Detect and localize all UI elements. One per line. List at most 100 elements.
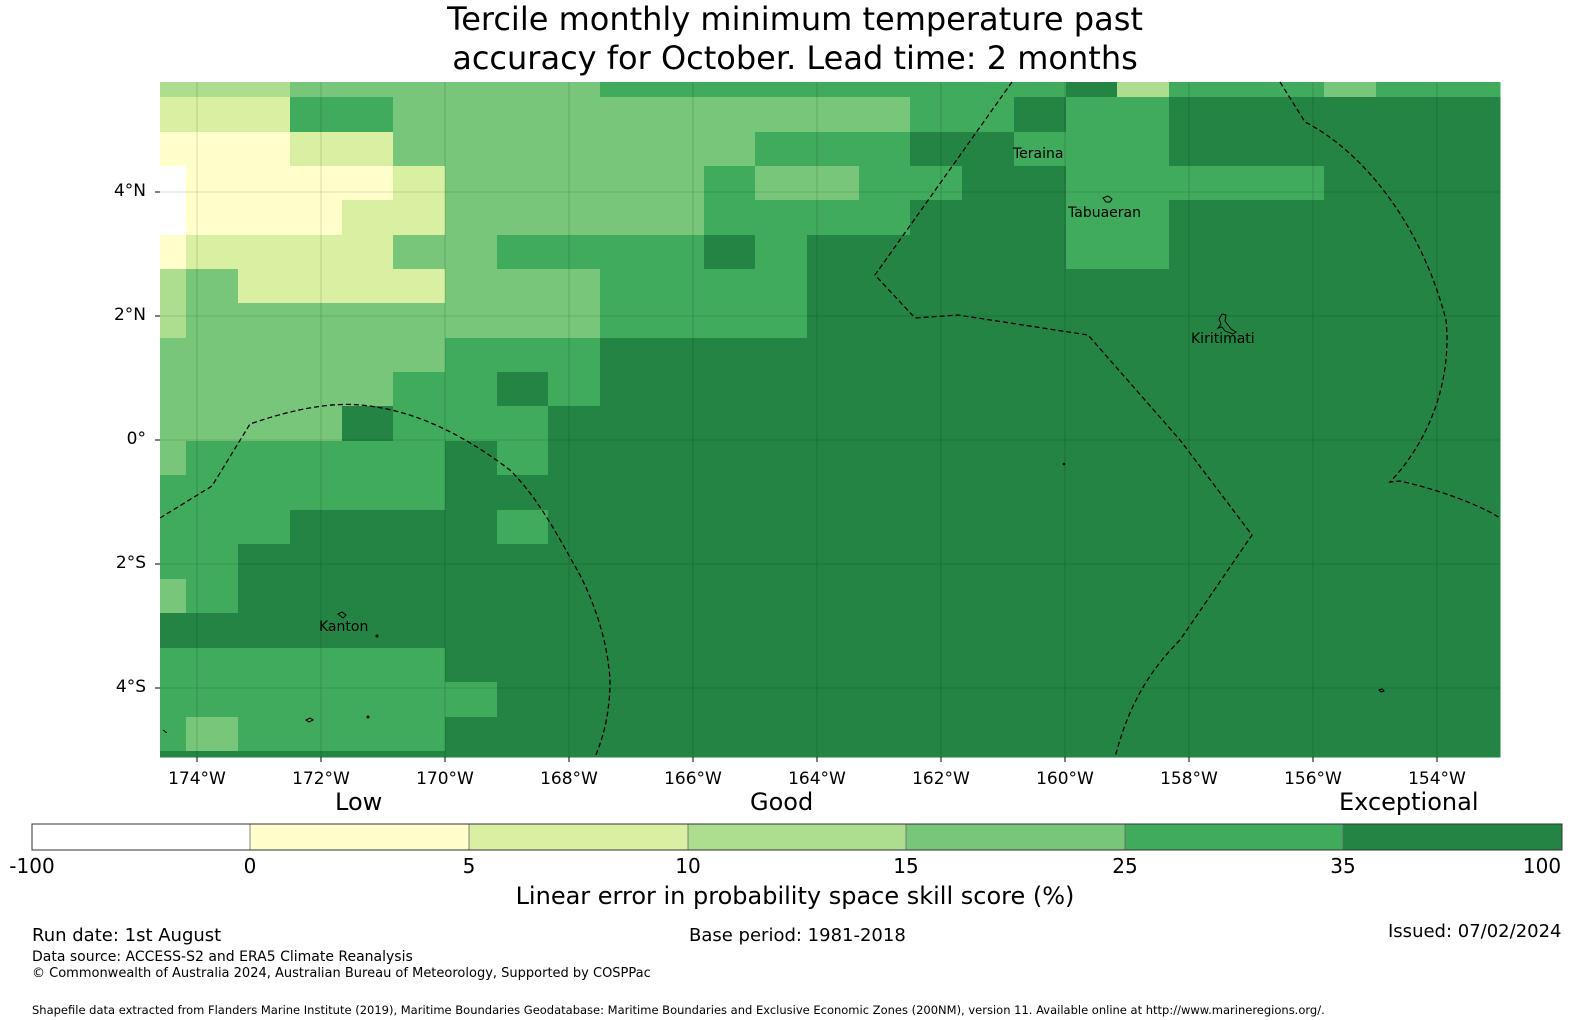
grid-cell	[600, 613, 653, 649]
grid-cell	[290, 613, 343, 649]
grid-cell	[859, 406, 911, 442]
grid-cell	[290, 82, 343, 98]
grid-cell	[652, 269, 705, 304]
island-outline-atoll	[1062, 462, 1066, 466]
grid-cell	[445, 544, 498, 580]
grid-cell	[807, 97, 860, 133]
grid-cell	[393, 544, 446, 580]
grid-cell	[807, 613, 860, 649]
grid-cell	[497, 303, 549, 339]
grid-cell	[548, 579, 601, 614]
grid-cell	[600, 303, 653, 339]
grid-cell	[1066, 372, 1118, 407]
grid-cell	[1014, 97, 1067, 133]
grid-cell	[1324, 544, 1377, 580]
grid-cell	[859, 544, 911, 580]
grid-cell	[755, 717, 808, 752]
grid-cell	[600, 166, 653, 201]
grid-cell	[807, 648, 860, 683]
grid-cell	[1428, 717, 1501, 752]
grid-cell	[1376, 475, 1429, 511]
grid-cell	[342, 269, 394, 304]
grid-cell	[1272, 132, 1325, 167]
lat-label-4s: 4°S	[115, 677, 146, 697]
grid-cell	[548, 269, 601, 304]
grid-cell	[962, 166, 1015, 201]
grid-cell	[1169, 372, 1222, 407]
grid-cell	[755, 475, 808, 511]
grid-cell	[704, 510, 756, 545]
grid-cell	[1066, 303, 1118, 339]
grid-cell	[1221, 441, 1273, 476]
grid-cell	[393, 751, 446, 758]
grid-cell	[910, 269, 963, 304]
island-outline-atoll	[162, 729, 168, 734]
grid-cell	[548, 200, 601, 236]
grid-cell	[160, 200, 187, 236]
grid-cell	[393, 235, 446, 270]
grid-cell	[1066, 717, 1118, 752]
grid-cell	[393, 132, 446, 167]
eez-boundary-line	[1279, 81, 1501, 519]
grid-cell	[910, 235, 963, 270]
grid-cell	[393, 166, 446, 201]
lon-label-164w: 164°W	[788, 769, 846, 789]
grid-cell	[290, 269, 343, 304]
grid-cell	[342, 338, 394, 373]
grid-cell	[1169, 200, 1222, 236]
title-line-1: Tercile monthly minimum temperature past	[447, 0, 1143, 38]
grid-cell	[1117, 338, 1170, 373]
grid-cell	[1272, 82, 1325, 98]
grid-cell	[704, 235, 756, 270]
grid-cell	[1169, 751, 1222, 758]
grid-cell	[1066, 406, 1118, 442]
grid-cell	[1066, 751, 1118, 758]
grid-cell	[910, 338, 963, 373]
grid-cell	[1428, 441, 1501, 476]
grid-cell	[1117, 717, 1170, 752]
grid-cell	[1014, 648, 1067, 683]
grid-cell	[497, 510, 549, 545]
grid-cell	[807, 82, 860, 98]
data-source: Data source: ACCESS-S2 and ERA5 Climate …	[32, 949, 413, 965]
lat-label-0: 0°	[126, 429, 146, 449]
grid-cell	[1169, 269, 1222, 304]
grid-cell	[1066, 269, 1118, 304]
grid-cell	[1169, 338, 1222, 373]
grid-cell	[704, 682, 756, 718]
grid-cell	[238, 544, 291, 580]
grid-cell	[755, 200, 808, 236]
grid-cell	[962, 269, 1015, 304]
grid-cell	[393, 510, 446, 545]
grid-cell	[600, 338, 653, 373]
grid-cell	[186, 372, 239, 407]
graticule	[155, 82, 1500, 762]
grid-cell	[755, 648, 808, 683]
grid-cell	[1014, 441, 1067, 476]
grid-cell	[1376, 82, 1429, 98]
island-label-kanton: Kanton	[319, 619, 369, 635]
grid-cell	[1376, 269, 1429, 304]
grid-cell	[548, 338, 601, 373]
grid-cell	[962, 372, 1015, 407]
grid-cell	[704, 613, 756, 649]
grid-cell	[1376, 338, 1429, 373]
grid-cell	[652, 200, 705, 236]
grid-cell	[1169, 648, 1222, 683]
grid-cell	[652, 717, 705, 752]
grid-cell	[910, 82, 963, 98]
grid-cell	[600, 372, 653, 407]
grid-cell	[1428, 579, 1501, 614]
grid-cell	[1376, 97, 1429, 133]
island-outline-tabuaeran	[1102, 195, 1113, 203]
grid-cell	[962, 648, 1015, 683]
grid-cell	[807, 751, 860, 758]
colorbar-segment	[1343, 824, 1562, 850]
grid-cell	[238, 235, 291, 270]
grid-cell	[807, 200, 860, 236]
grid-cell	[445, 717, 498, 752]
grid-cell	[393, 717, 446, 752]
grid-cell	[445, 132, 498, 167]
eez-boundary-line	[159, 403, 611, 758]
